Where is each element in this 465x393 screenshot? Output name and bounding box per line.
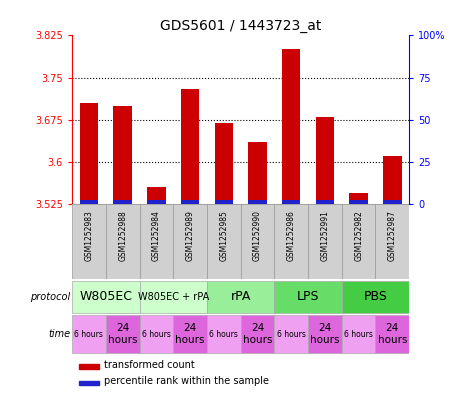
Text: W805EC + rPA: W805EC + rPA xyxy=(138,292,209,302)
Bar xyxy=(207,315,241,353)
Bar xyxy=(342,315,376,353)
Bar xyxy=(106,315,140,353)
Text: 6 hours: 6 hours xyxy=(74,330,103,338)
Text: GSM1252986: GSM1252986 xyxy=(287,210,296,261)
Bar xyxy=(308,315,342,353)
Text: 24
hours: 24 hours xyxy=(310,323,339,345)
Text: 24
hours: 24 hours xyxy=(108,323,137,345)
Bar xyxy=(173,315,207,353)
Text: PBS: PBS xyxy=(364,290,387,303)
Bar xyxy=(207,281,274,313)
Bar xyxy=(274,204,308,279)
Text: GSM1252987: GSM1252987 xyxy=(388,210,397,261)
Bar xyxy=(383,200,402,204)
Text: GSM1252983: GSM1252983 xyxy=(85,210,93,261)
Bar xyxy=(282,200,300,204)
Bar xyxy=(248,142,267,200)
Text: GSM1252990: GSM1252990 xyxy=(253,210,262,261)
Bar xyxy=(79,380,99,385)
Bar xyxy=(342,204,376,279)
Bar xyxy=(80,103,98,200)
Bar xyxy=(316,200,334,204)
Text: 6 hours: 6 hours xyxy=(344,330,373,338)
Bar xyxy=(147,187,166,200)
Text: GSM1252982: GSM1252982 xyxy=(354,210,363,261)
Text: GSM1252988: GSM1252988 xyxy=(118,210,127,261)
Text: transformed count: transformed count xyxy=(104,360,195,370)
Bar xyxy=(147,200,166,204)
Bar xyxy=(140,315,173,353)
Bar xyxy=(72,315,106,353)
Bar xyxy=(207,204,241,279)
Text: 6 hours: 6 hours xyxy=(277,330,306,338)
Bar xyxy=(113,106,132,200)
Bar xyxy=(308,204,342,279)
Bar xyxy=(113,200,132,204)
Text: 6 hours: 6 hours xyxy=(209,330,238,338)
Text: protocol: protocol xyxy=(30,292,70,302)
Text: GSM1252984: GSM1252984 xyxy=(152,210,161,261)
Text: 6 hours: 6 hours xyxy=(142,330,171,338)
Bar xyxy=(383,156,402,200)
Bar xyxy=(248,200,267,204)
Bar xyxy=(376,204,409,279)
Bar xyxy=(140,281,207,313)
Bar xyxy=(282,50,300,200)
Text: 24
hours: 24 hours xyxy=(378,323,407,345)
Text: rPA: rPA xyxy=(231,290,251,303)
Text: percentile rank within the sample: percentile rank within the sample xyxy=(104,376,269,386)
Bar xyxy=(72,281,140,313)
Bar xyxy=(181,89,199,200)
Bar xyxy=(274,315,308,353)
Bar xyxy=(80,200,98,204)
Text: LPS: LPS xyxy=(297,290,319,303)
Title: GDS5601 / 1443723_at: GDS5601 / 1443723_at xyxy=(160,19,321,33)
Bar xyxy=(214,123,233,200)
Bar xyxy=(140,204,173,279)
Bar xyxy=(349,200,368,204)
Bar xyxy=(79,364,99,369)
Text: time: time xyxy=(48,329,70,339)
Bar xyxy=(106,204,140,279)
Bar xyxy=(241,204,274,279)
Text: 24
hours: 24 hours xyxy=(243,323,272,345)
Text: GSM1252989: GSM1252989 xyxy=(186,210,194,261)
Bar xyxy=(214,200,233,204)
Bar xyxy=(173,204,207,279)
Bar xyxy=(274,281,342,313)
Text: 24
hours: 24 hours xyxy=(175,323,205,345)
Text: GSM1252985: GSM1252985 xyxy=(219,210,228,261)
Bar xyxy=(181,200,199,204)
Bar xyxy=(241,315,274,353)
Text: GSM1252991: GSM1252991 xyxy=(320,210,329,261)
Bar xyxy=(349,193,368,200)
Text: W805EC: W805EC xyxy=(80,290,132,303)
Bar xyxy=(376,315,409,353)
Bar xyxy=(72,204,106,279)
Bar xyxy=(342,281,409,313)
Bar xyxy=(316,117,334,200)
